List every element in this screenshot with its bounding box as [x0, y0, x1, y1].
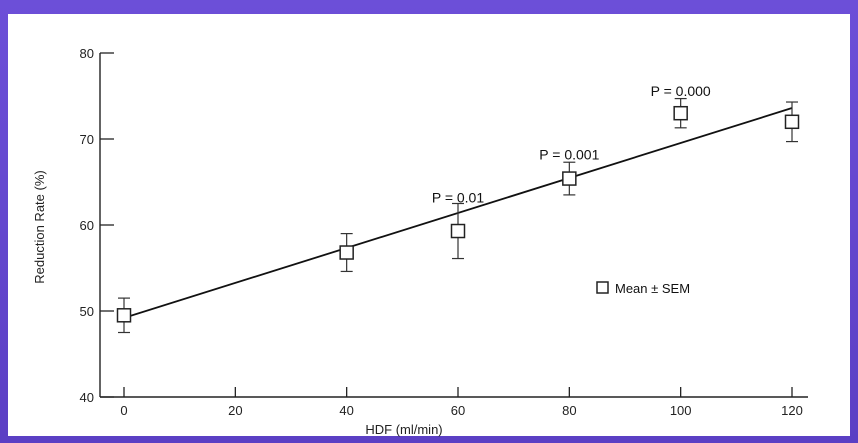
y-axis-title: Reduction Rate (%)	[32, 170, 47, 283]
p-value-annotation-1: P = 0.001	[539, 147, 599, 163]
p-value-annotation-0: P = 0.01	[432, 190, 485, 206]
y-tick-label-60: 60	[80, 218, 94, 233]
data-points	[116, 105, 800, 323]
x-tick-label-100: 100	[670, 403, 692, 418]
data-point-2	[450, 223, 466, 239]
legend: Mean ± SEM	[596, 281, 690, 296]
data-point-3	[562, 171, 577, 186]
y-tick-label-40: 40	[80, 390, 94, 405]
data-point-1	[339, 245, 354, 260]
y-tick-label-50: 50	[80, 304, 94, 319]
data-point-5	[784, 114, 800, 130]
tick-marks	[100, 52, 793, 398]
x-axis-title: HDF (ml/min)	[365, 422, 442, 437]
x-tick-label-80: 80	[562, 403, 576, 418]
tick-labels: 40 50 60 70 80 0 20 40 60 80 100 120	[80, 46, 803, 418]
data-point-0	[116, 308, 132, 323]
y-tick-label-70: 70	[80, 132, 94, 147]
x-tick-label-120: 120	[781, 403, 803, 418]
error-bars	[118, 97, 798, 334]
x-tick-label-40: 40	[339, 403, 353, 418]
x-tick-label-60: 60	[451, 403, 465, 418]
legend-label: Mean ± SEM	[615, 281, 690, 296]
y-tick-label-80: 80	[80, 46, 94, 61]
p-value-annotation-2: P = 0.000	[651, 83, 711, 99]
legend-marker	[596, 281, 609, 294]
chart-panel	[8, 14, 850, 436]
annotations: P = 0.01 P = 0.001 P = 0.000	[432, 83, 711, 206]
x-tick-label-20: 20	[228, 403, 242, 418]
data-point-4	[673, 105, 688, 121]
x-tick-label-0: 0	[120, 403, 127, 418]
